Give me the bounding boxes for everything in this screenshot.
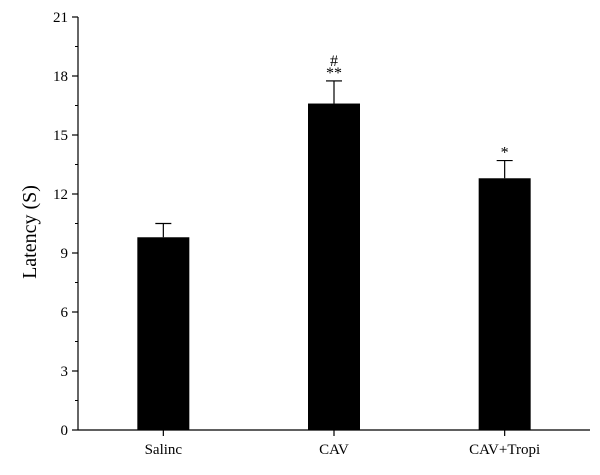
y-tick-label: 15	[53, 128, 68, 144]
significance-annotation-top: #	[330, 53, 338, 70]
y-tick-label: 21	[53, 10, 68, 26]
y-tick-label: 0	[61, 423, 69, 439]
bar	[308, 103, 360, 431]
y-tick-label: 18	[53, 69, 68, 85]
y-tick-label: 9	[61, 246, 69, 262]
bar	[137, 237, 190, 430]
labels: 0 3 6 9 12 15 18 21 Salinc CAV **# CAV+Tropi *	[53, 10, 540, 458]
y-axis-title: Latency (S)	[19, 185, 41, 279]
x-tick-label: Salinc	[145, 442, 183, 458]
y-tick-label: 12	[53, 187, 68, 203]
significance-annotation: *	[501, 145, 509, 162]
x-tick-label: CAV	[319, 442, 349, 458]
bars	[137, 80, 531, 431]
significance-annotation: **	[326, 65, 342, 82]
bar	[478, 178, 531, 430]
y-tick-label: 6	[61, 305, 69, 321]
x-tick-label: CAV+Tropi	[469, 442, 540, 458]
y-tick-label: 3	[61, 364, 69, 380]
